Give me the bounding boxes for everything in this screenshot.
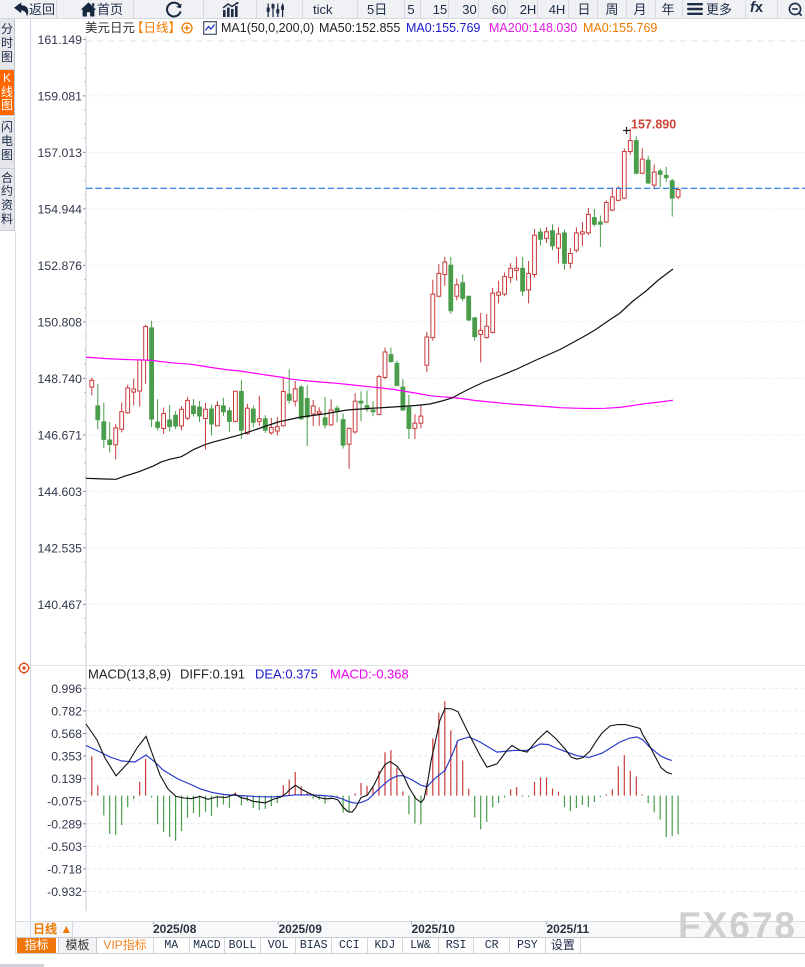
svg-text:DIFF:0.191: DIFF:0.191	[180, 667, 245, 682]
svg-text:-0.289: -0.289	[47, 817, 82, 831]
svg-text:157.013: 157.013	[38, 146, 83, 160]
svg-text:142.535: 142.535	[38, 541, 83, 555]
svg-text:-0.932: -0.932	[47, 885, 82, 899]
svg-text:MACD:-0.368: MACD:-0.368	[330, 667, 409, 682]
svg-text:144.603: 144.603	[38, 485, 83, 499]
svg-text:154.944: 154.944	[38, 202, 83, 216]
svg-text:-0.718: -0.718	[47, 862, 82, 876]
svg-text:MACD(13,8,9): MACD(13,8,9)	[88, 667, 171, 682]
svg-text:146.671: 146.671	[38, 428, 83, 442]
svg-text:161.149: 161.149	[38, 33, 83, 47]
svg-text:150.808: 150.808	[38, 315, 83, 329]
svg-text:0.996: 0.996	[51, 682, 82, 696]
svg-text:140.467: 140.467	[38, 598, 83, 612]
svg-text:0.568: 0.568	[51, 727, 82, 741]
svg-text:157.890: 157.890	[631, 118, 676, 132]
svg-text:0.782: 0.782	[51, 704, 82, 718]
svg-text:0.353: 0.353	[51, 750, 82, 764]
svg-text:DEA:0.375: DEA:0.375	[255, 667, 318, 682]
svg-text:0.139: 0.139	[51, 772, 82, 786]
svg-text:-0.503: -0.503	[47, 840, 82, 854]
svg-text:159.081: 159.081	[38, 89, 83, 103]
svg-text:-0.075: -0.075	[47, 795, 82, 809]
svg-text:152.876: 152.876	[38, 259, 83, 273]
svg-text:148.740: 148.740	[38, 372, 83, 386]
